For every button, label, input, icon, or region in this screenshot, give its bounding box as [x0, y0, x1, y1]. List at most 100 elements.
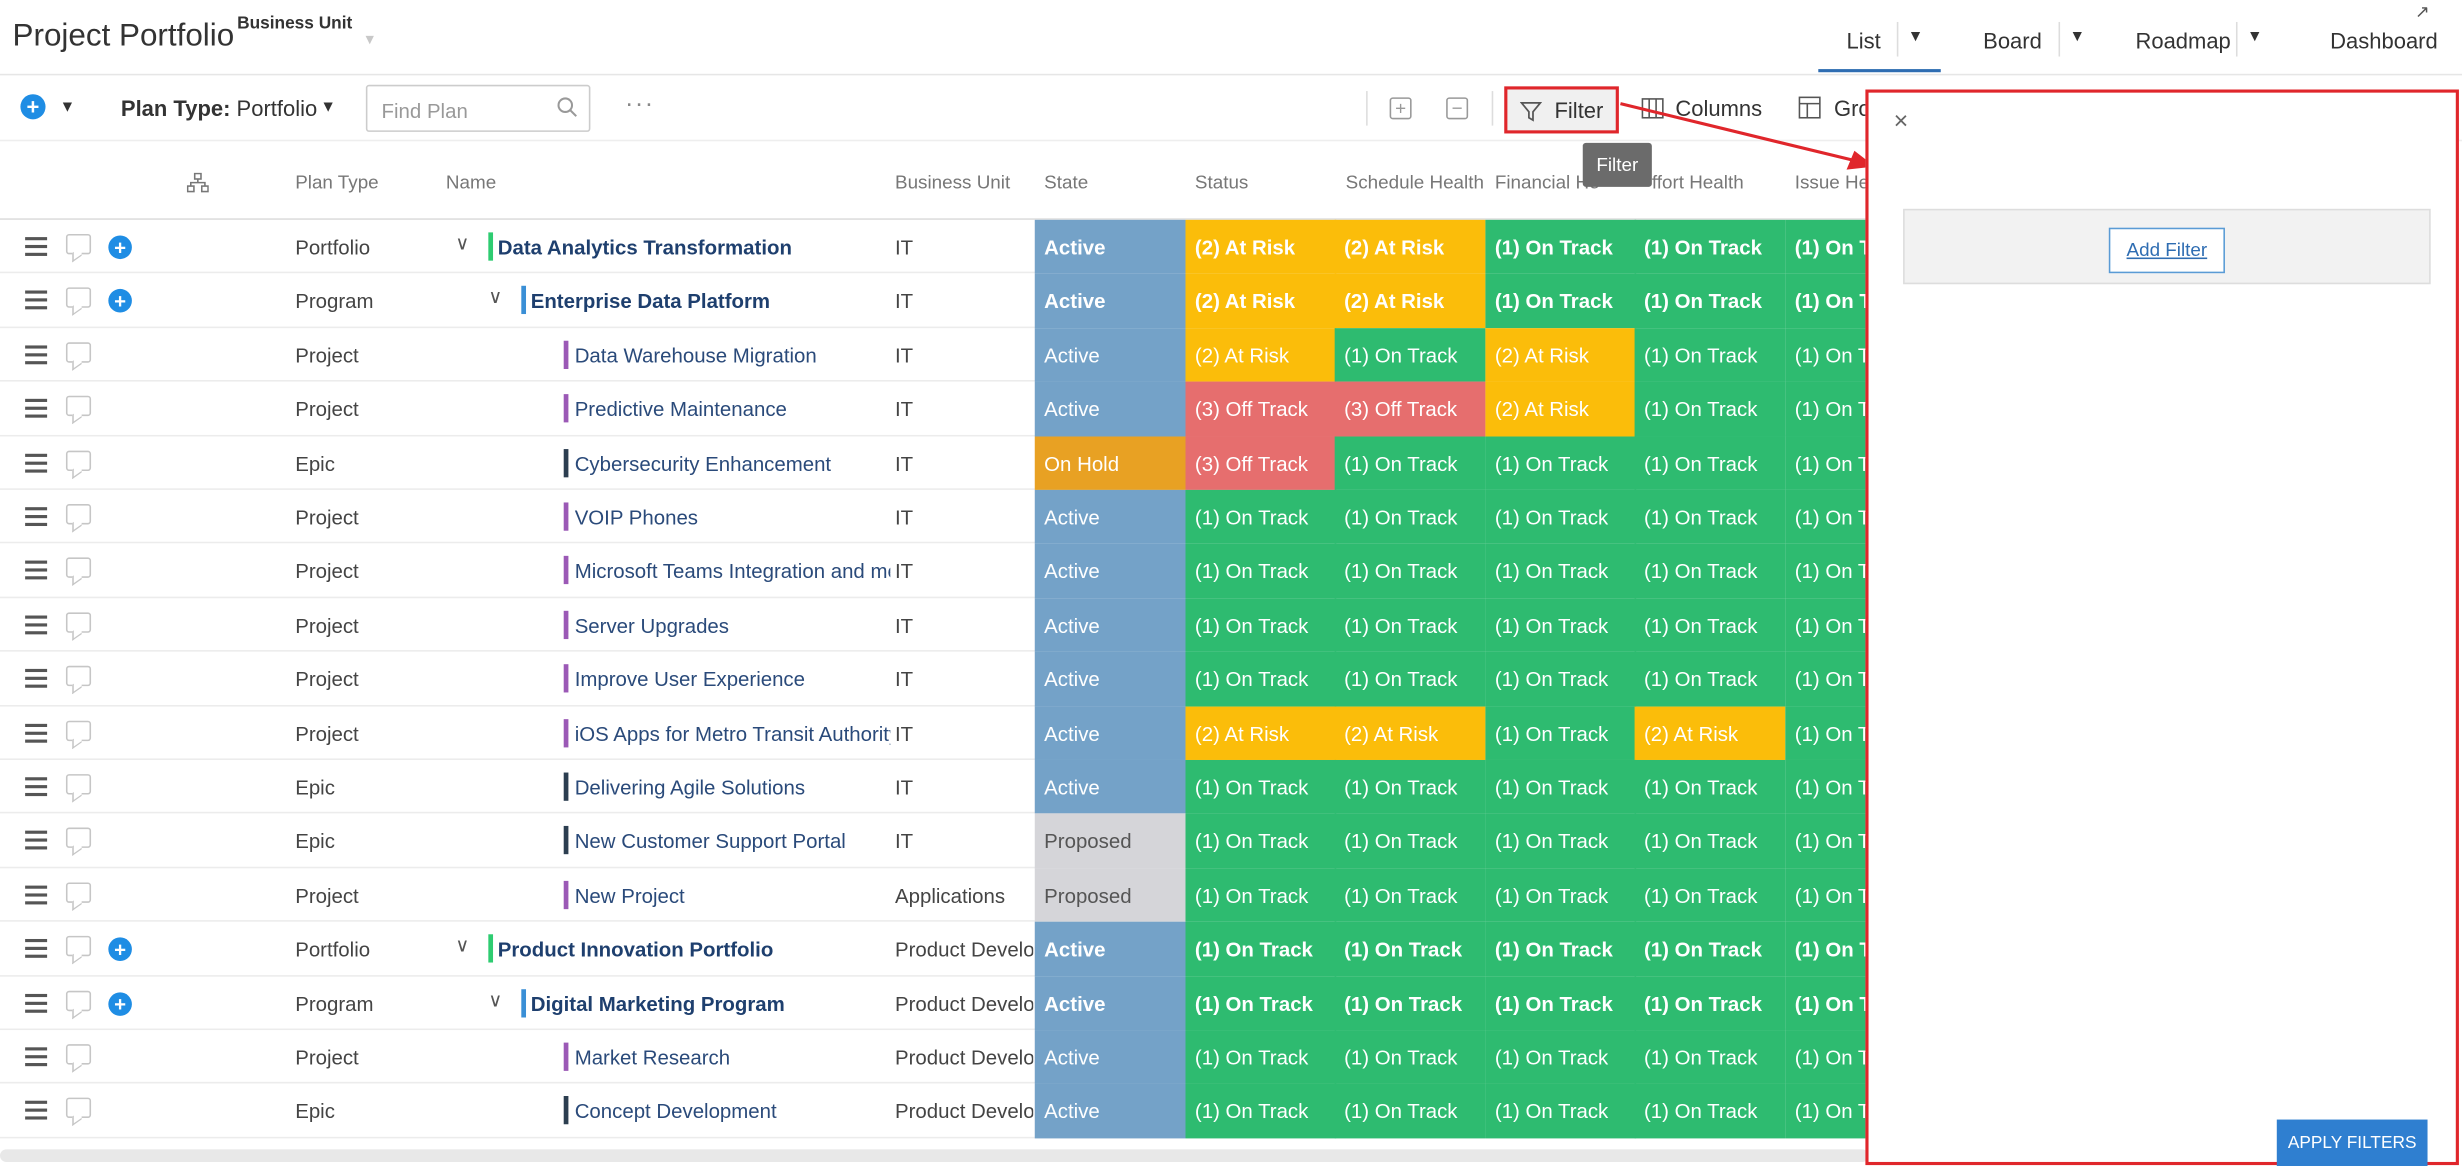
column-header-name[interactable]: Name — [445, 171, 497, 194]
table-row[interactable]: Project VOIP Phones IT Active (1) On Track (1… — [0, 489, 1936, 544]
plan-name-link[interactable]: Product Innovation Portfolio — [497, 937, 774, 962]
row-menu-icon[interactable] — [25, 1101, 48, 1121]
comment-icon[interactable] — [65, 450, 92, 471]
row-menu-icon[interactable] — [25, 399, 48, 418]
tab-board[interactable]: Board — [1983, 28, 2042, 54]
column-header-status[interactable]: Status — [1194, 171, 1249, 194]
schedule-cell[interactable]: (1) On Track — [1334, 922, 1485, 977]
status-cell[interactable]: (1) On Track — [1185, 597, 1336, 652]
caret-down-icon[interactable]: ▼ — [1907, 28, 1924, 46]
schedule-cell[interactable]: (3) Off Track — [1334, 381, 1485, 436]
row-menu-icon[interactable] — [25, 507, 48, 527]
effort-cell[interactable]: (1) On Track — [1634, 1030, 1785, 1085]
table-row[interactable]: + Program ∨ Enterprise Data Platform IT Activ… — [0, 273, 1936, 328]
status-cell[interactable]: (1) On Track — [1185, 651, 1336, 706]
effort-cell[interactable]: (1) On Track — [1634, 759, 1785, 814]
chevron-down-icon[interactable]: ∨ — [488, 988, 503, 1011]
state-cell[interactable]: Active — [1034, 543, 1185, 598]
chevron-down-icon[interactable]: ∨ — [488, 286, 503, 309]
financial-cell[interactable]: (1) On Track — [1485, 273, 1636, 328]
column-header-business-unit[interactable]: Business Unit — [895, 171, 1011, 194]
effort-cell[interactable]: (1) On Track — [1634, 381, 1785, 436]
schedule-cell[interactable]: (1) On Track — [1334, 976, 1485, 1031]
search-input[interactable]: Find Plan — [365, 84, 591, 132]
chevron-down-icon[interactable]: ▼ — [320, 98, 336, 117]
effort-cell[interactable]: (2) At Risk — [1634, 705, 1785, 760]
table-row[interactable]: Epic Delivering Agile Solutions IT Active (1… — [0, 759, 1936, 814]
expand-all-icon[interactable]: + — [1389, 97, 1412, 120]
effort-cell[interactable]: (1) On Track — [1634, 489, 1785, 544]
financial-cell[interactable]: (1) On Track — [1485, 219, 1636, 274]
add-child-button[interactable]: + — [108, 289, 132, 314]
hierarchy-icon[interactable] — [186, 172, 209, 193]
state-cell[interactable]: Active — [1034, 922, 1185, 977]
financial-cell[interactable]: (1) On Track — [1485, 597, 1636, 652]
row-menu-icon[interactable] — [25, 993, 48, 1013]
row-menu-icon[interactable] — [25, 345, 48, 364]
financial-cell[interactable]: (2) At Risk — [1485, 381, 1636, 436]
schedule-cell[interactable]: (1) On Track — [1334, 543, 1485, 598]
column-header-issue-health[interactable]: Issue He — [1794, 171, 1870, 194]
popout-icon[interactable]: ↗ — [2414, 3, 2430, 22]
effort-cell[interactable]: (1) On Track — [1634, 435, 1785, 490]
chevron-down-icon[interactable]: ▼ — [362, 31, 377, 48]
schedule-cell[interactable]: (1) On Track — [1334, 489, 1485, 544]
row-menu-icon[interactable] — [25, 831, 48, 851]
schedule-cell[interactable]: (1) On Track — [1334, 597, 1485, 652]
comment-icon[interactable] — [65, 558, 92, 579]
comment-icon[interactable] — [65, 666, 92, 687]
table-row[interactable]: + Portfolio ∨ Data Analytics Transformation… — [0, 219, 1936, 274]
state-cell[interactable]: Active — [1034, 705, 1185, 760]
financial-cell[interactable]: (1) On Track — [1485, 1084, 1636, 1139]
financial-cell[interactable]: (1) On Track — [1485, 651, 1636, 706]
state-cell[interactable]: Active — [1034, 651, 1185, 706]
row-menu-icon[interactable] — [25, 291, 48, 310]
state-cell[interactable]: Active — [1034, 597, 1185, 652]
add-child-button[interactable]: + — [108, 991, 132, 1016]
effort-cell[interactable]: (1) On Track — [1634, 273, 1785, 328]
row-menu-icon[interactable] — [25, 453, 48, 472]
state-cell[interactable]: On Hold — [1034, 435, 1185, 490]
row-menu-icon[interactable] — [25, 561, 48, 581]
schedule-cell[interactable]: (2) At Risk — [1334, 273, 1485, 328]
comment-icon[interactable] — [65, 720, 92, 741]
status-cell[interactable]: (2) At Risk — [1185, 327, 1336, 382]
table-row[interactable]: Project Microsoft Teams Integration and m… — [0, 543, 1936, 598]
row-menu-icon[interactable] — [25, 723, 48, 743]
status-cell[interactable]: (1) On Track — [1185, 543, 1336, 598]
state-cell[interactable]: Active — [1034, 219, 1185, 274]
financial-cell[interactable]: (1) On Track — [1485, 435, 1636, 490]
chevron-down-icon[interactable]: ∨ — [455, 232, 470, 255]
schedule-cell[interactable]: (1) On Track — [1334, 868, 1485, 923]
effort-cell[interactable]: (1) On Track — [1634, 543, 1785, 598]
status-cell[interactable]: (1) On Track — [1185, 922, 1336, 977]
comment-icon[interactable] — [65, 882, 92, 903]
state-cell[interactable]: Active — [1034, 1030, 1185, 1085]
status-cell[interactable]: (1) On Track — [1185, 868, 1336, 923]
row-menu-icon[interactable] — [25, 885, 48, 905]
effort-cell[interactable]: (1) On Track — [1634, 219, 1785, 274]
table-row[interactable]: Project Predictive Maintenance IT Active (3)… — [0, 381, 1936, 436]
financial-cell[interactable]: (1) On Track — [1485, 868, 1636, 923]
row-menu-icon[interactable] — [25, 1047, 48, 1067]
plan-type-selector[interactable]: Plan Type: Portfolio — [121, 96, 317, 121]
state-cell[interactable]: Proposed — [1034, 868, 1185, 923]
column-header-schedule-health[interactable]: Schedule Health — [1345, 171, 1484, 194]
effort-cell[interactable]: (1) On Track — [1634, 1084, 1785, 1139]
state-cell[interactable]: Active — [1034, 273, 1185, 328]
plan-name-link[interactable]: Microsoft Teams Integration and me — [574, 559, 891, 584]
plan-name-link[interactable]: Digital Marketing Program — [530, 991, 785, 1016]
tab-list[interactable]: List — [1846, 28, 1881, 54]
plan-name-link[interactable]: Cybersecurity Enhancement — [574, 451, 832, 476]
tab-dashboard[interactable]: Dashboard — [2330, 28, 2438, 54]
status-cell[interactable]: (2) At Risk — [1185, 219, 1336, 274]
status-cell[interactable]: (1) On Track — [1185, 1030, 1336, 1085]
financial-cell[interactable]: (1) On Track — [1485, 813, 1636, 868]
table-row[interactable]: Epic Cybersecurity Enhancement IT On Hold (3… — [0, 435, 1936, 490]
table-row[interactable]: Project Server Upgrades IT Active (1) On Tra… — [0, 597, 1936, 652]
comment-icon[interactable] — [65, 341, 92, 363]
status-cell[interactable]: (2) At Risk — [1185, 273, 1336, 328]
comment-icon[interactable] — [65, 287, 92, 309]
effort-cell[interactable]: (1) On Track — [1634, 651, 1785, 706]
plan-name-link[interactable]: Delivering Agile Solutions — [574, 775, 806, 800]
